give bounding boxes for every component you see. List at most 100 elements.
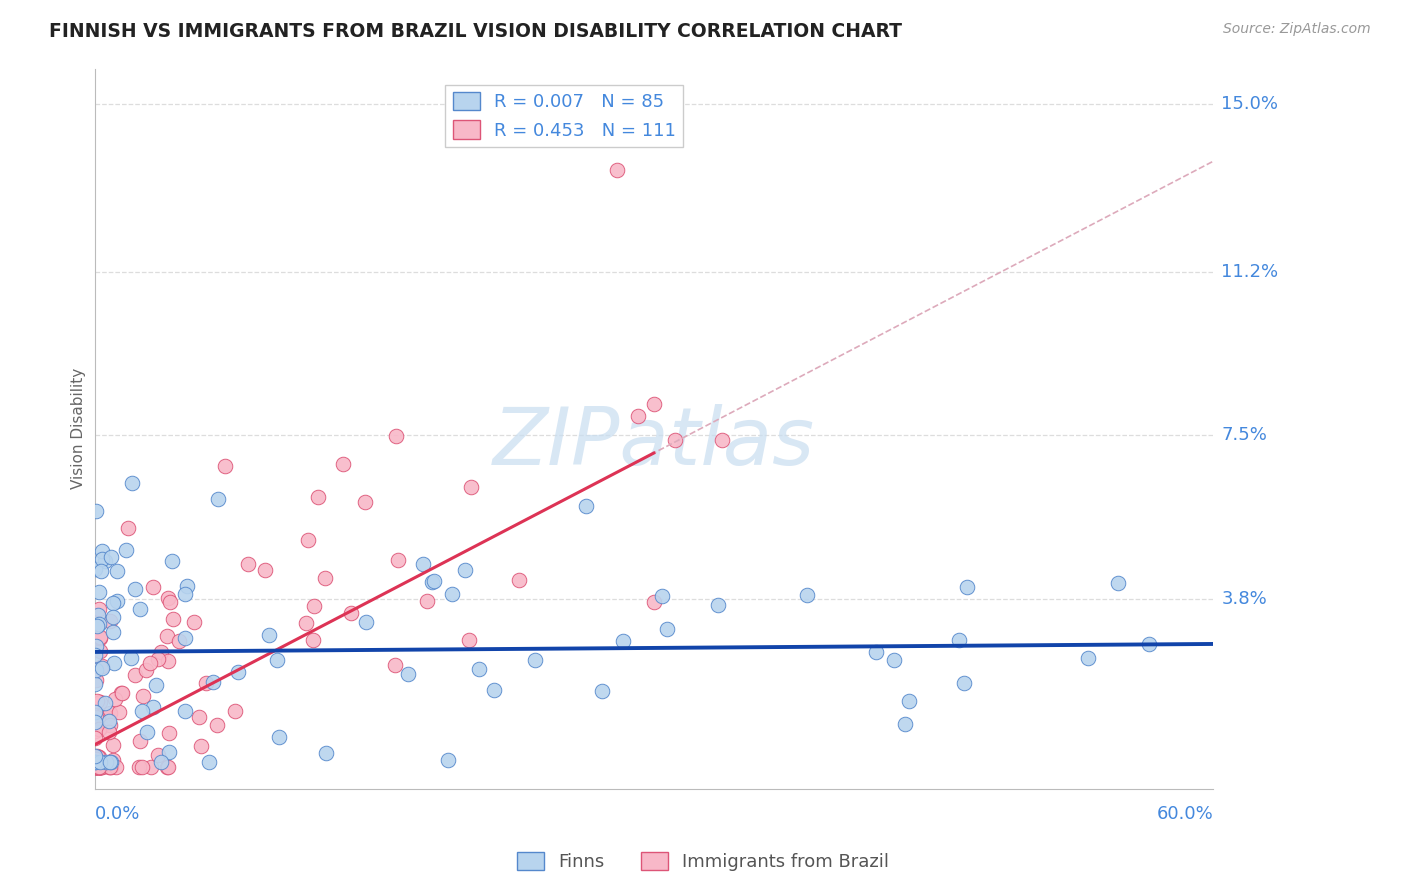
Point — [302, 599, 325, 614]
Point — [84, 760, 107, 774]
Point — [86, 749, 108, 764]
Point — [87, 616, 110, 631]
Point — [664, 434, 686, 448]
Text: 7.5%: 7.5% — [1222, 426, 1267, 444]
Point — [266, 653, 288, 667]
Point — [97, 725, 120, 739]
Point — [205, 718, 228, 732]
Point — [627, 409, 650, 423]
Point — [157, 654, 180, 668]
Point — [90, 760, 112, 774]
Point — [575, 499, 598, 513]
Point — [297, 533, 319, 547]
Point — [423, 574, 446, 588]
Point — [100, 756, 122, 770]
Point — [83, 731, 105, 746]
Point — [98, 615, 121, 629]
Point — [314, 572, 336, 586]
Point — [135, 663, 157, 677]
Point — [157, 591, 180, 605]
Point — [146, 747, 169, 762]
Point — [156, 760, 179, 774]
Point — [83, 723, 105, 738]
Point — [437, 753, 460, 767]
Point — [190, 739, 212, 753]
Point — [84, 710, 107, 724]
Point — [468, 662, 491, 676]
Point — [93, 696, 115, 710]
Point — [90, 760, 112, 774]
Point — [84, 760, 107, 774]
Point — [710, 433, 733, 447]
Point — [396, 667, 419, 681]
Point — [207, 491, 229, 506]
Point — [89, 756, 111, 770]
Point — [103, 625, 125, 640]
Text: 3.8%: 3.8% — [1222, 590, 1267, 607]
Point — [98, 756, 121, 770]
Point — [83, 756, 105, 770]
Point — [183, 615, 205, 629]
Point — [86, 504, 108, 518]
Point — [162, 554, 184, 568]
Point — [86, 663, 108, 677]
Point — [84, 760, 107, 774]
Point — [898, 693, 921, 707]
Point — [89, 585, 111, 599]
Point — [84, 749, 107, 764]
Text: FINNISH VS IMMIGRANTS FROM BRAZIL VISION DISABILITY CORRELATION CHART: FINNISH VS IMMIGRANTS FROM BRAZIL VISION… — [49, 22, 903, 41]
Point — [87, 749, 110, 764]
Point — [84, 662, 107, 676]
Point — [956, 580, 979, 594]
Point — [214, 459, 236, 474]
Point — [142, 699, 165, 714]
Point — [169, 634, 191, 648]
Point — [87, 760, 110, 774]
Point — [90, 760, 112, 774]
Point — [384, 429, 406, 443]
Point — [87, 750, 110, 764]
Text: ZIPatlas: ZIPatlas — [492, 404, 815, 483]
Point — [294, 616, 316, 631]
Point — [707, 599, 730, 613]
Point — [105, 565, 128, 579]
Point — [149, 756, 172, 770]
Point — [84, 751, 107, 765]
Point — [131, 690, 153, 704]
Point — [307, 490, 329, 504]
Point — [128, 734, 150, 748]
Point — [94, 553, 117, 567]
Point — [174, 587, 197, 601]
Point — [354, 494, 377, 508]
Point — [651, 590, 673, 604]
Point — [655, 622, 678, 636]
Point — [103, 656, 125, 670]
Point — [155, 629, 177, 643]
Point — [90, 564, 112, 578]
Point — [384, 658, 406, 673]
Point — [107, 705, 129, 719]
Point — [883, 653, 905, 667]
Point — [84, 615, 107, 630]
Point — [253, 563, 276, 577]
Text: 0.0%: 0.0% — [94, 805, 141, 823]
Point — [454, 563, 477, 577]
Point — [83, 717, 105, 731]
Point — [865, 645, 887, 659]
Point — [86, 760, 108, 774]
Point — [91, 544, 114, 558]
Point — [120, 650, 142, 665]
Point — [90, 661, 112, 675]
Point — [90, 552, 112, 566]
Point — [159, 595, 181, 609]
Point — [89, 602, 111, 616]
Point — [83, 760, 105, 774]
Legend: R = 0.007   N = 85, R = 0.453   N = 111: R = 0.007 N = 85, R = 0.453 N = 111 — [446, 85, 683, 147]
Point — [83, 756, 105, 770]
Point — [894, 717, 917, 731]
Point — [174, 631, 197, 645]
Point — [100, 760, 122, 774]
Point — [259, 627, 281, 641]
Point — [83, 760, 105, 774]
Point — [332, 458, 354, 472]
